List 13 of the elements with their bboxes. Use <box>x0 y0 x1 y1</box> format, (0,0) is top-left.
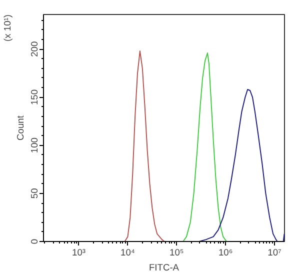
y-axis-title: Count <box>16 115 26 140</box>
y-tick-label: 0 <box>30 238 40 244</box>
x-tick-label: 10³ <box>72 248 86 258</box>
x-tick-label: 10⁵ <box>170 248 184 258</box>
x-axis-title: FITC-A <box>148 262 180 272</box>
text: (x 10¹) <box>2 14 12 42</box>
y-tick-label: 100 <box>30 138 40 154</box>
x-tick-label: 10⁷ <box>268 248 282 258</box>
x-tick-label: 10⁴ <box>120 248 135 258</box>
y-tick-label: 150 <box>30 89 40 105</box>
y-tick-label: 200 <box>30 41 40 57</box>
x-tick-label: 10⁶ <box>218 248 233 258</box>
y-tick-label: 50 <box>30 188 40 199</box>
